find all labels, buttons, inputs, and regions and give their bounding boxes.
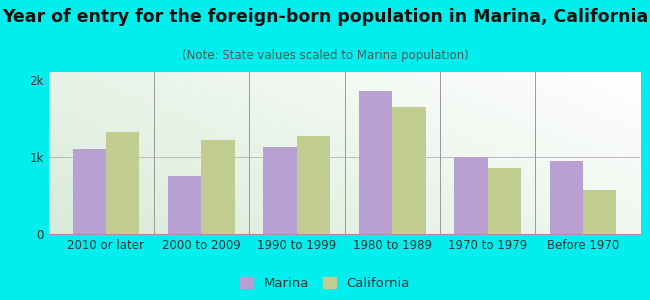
Text: Year of entry for the foreign-born population in Marina, California: Year of entry for the foreign-born popul… <box>2 8 648 26</box>
Bar <box>106 132 139 234</box>
Bar <box>73 149 106 234</box>
Bar <box>583 190 616 234</box>
Bar <box>488 168 521 234</box>
Bar <box>202 140 235 234</box>
Bar <box>454 157 488 234</box>
Bar <box>392 107 426 234</box>
Bar <box>297 136 330 234</box>
Bar <box>168 176 202 234</box>
Legend: Marina, California: Marina, California <box>240 278 410 290</box>
Bar <box>263 147 297 234</box>
Text: (Note: State values scaled to Marina population): (Note: State values scaled to Marina pop… <box>181 50 469 62</box>
Bar <box>359 91 392 234</box>
Bar <box>550 161 583 234</box>
